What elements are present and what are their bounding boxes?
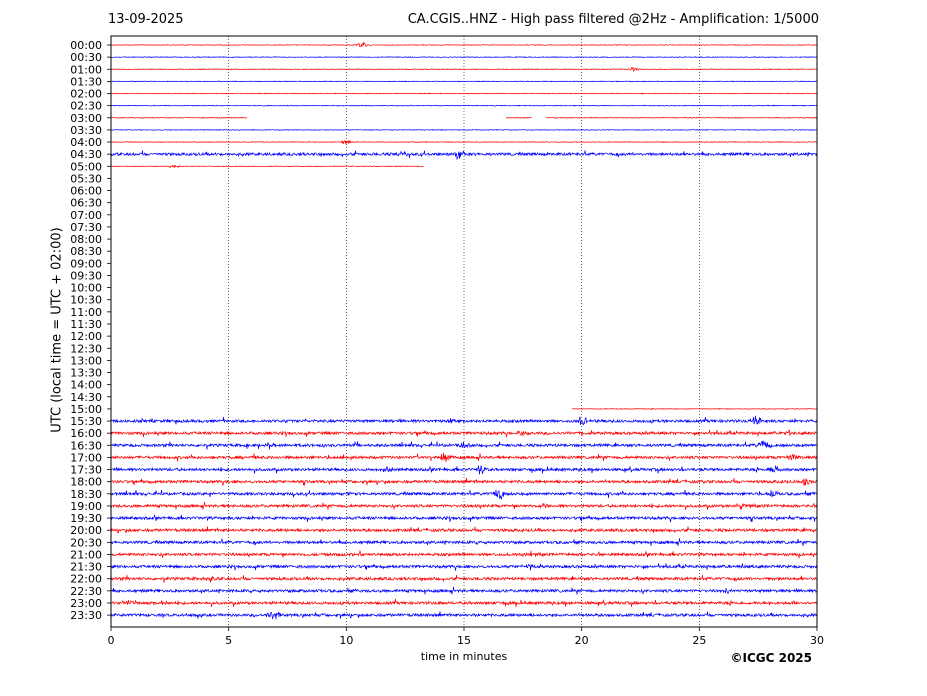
trace-0300-0 — [110, 116, 248, 119]
copyright-label: ©ICGC 2025 — [730, 651, 812, 665]
trace-0130-0 — [110, 80, 818, 83]
y-tick-label-0130: 01:30 — [70, 75, 102, 88]
y-tick-label-0400: 04:00 — [70, 136, 102, 149]
x-tick-label-15: 15 — [457, 634, 471, 647]
y-axis-label: UTC (local time = UTC + 02:00) — [49, 227, 65, 433]
y-tick-label-1430: 14:30 — [70, 391, 102, 404]
x-tick-label-25: 25 — [692, 634, 706, 647]
trace-0030-0 — [110, 56, 818, 59]
y-tick-label-0000: 00:00 — [70, 39, 102, 52]
trace-0000-0 — [110, 41, 818, 47]
x-tick-label-5: 5 — [225, 634, 232, 647]
trace-1500-0 — [571, 407, 817, 410]
trace-2330-0 — [110, 611, 818, 620]
y-tick-label-2200: 22:00 — [70, 573, 102, 586]
trace-0100-0 — [110, 66, 818, 72]
trace-1930-0 — [110, 514, 818, 523]
y-tick-label-0800: 08:00 — [70, 233, 102, 246]
y-tick-label-1100: 11:00 — [70, 306, 102, 319]
x-tick-label-0: 0 — [108, 634, 115, 647]
y-tick-label-0930: 09:30 — [70, 269, 102, 282]
y-tick-label-1830: 18:30 — [70, 488, 102, 501]
trace-0430-0 — [110, 150, 818, 161]
trace-2030-0 — [110, 538, 818, 547]
y-tick-label-1930: 19:30 — [70, 512, 102, 525]
y-tick-label-2330: 23:30 — [70, 609, 102, 622]
trace-1900-0 — [110, 501, 818, 511]
y-tick-label-1700: 17:00 — [70, 451, 102, 464]
y-tick-label-0730: 07:30 — [70, 221, 102, 234]
y-tick-label-1530: 15:30 — [70, 415, 102, 428]
trace-2200-0 — [110, 574, 818, 583]
y-tick-label-1330: 13:30 — [70, 367, 102, 380]
y-tick-label-2000: 20:00 — [70, 524, 102, 537]
trace-1630-0 — [110, 440, 818, 450]
trace-0400-0 — [110, 139, 818, 145]
y-tick-label-1230: 12:30 — [70, 342, 102, 355]
y-tick-label-1730: 17:30 — [70, 464, 102, 477]
y-tick-label-0830: 08:30 — [70, 245, 102, 258]
y-tick-label-0600: 06:00 — [70, 185, 102, 198]
trace-0330-0 — [110, 129, 818, 131]
trace-1700-0 — [110, 452, 818, 463]
y-tick-label-2230: 22:30 — [70, 585, 102, 598]
y-tick-label-1500: 15:00 — [70, 403, 102, 416]
y-tick-label-1200: 12:00 — [70, 330, 102, 343]
y-tick-label-0100: 01:00 — [70, 63, 102, 76]
trace-1830-0 — [110, 489, 818, 500]
chart-title: CA.CGIS..HNZ - High pass filtered @2Hz -… — [407, 12, 819, 27]
trace-2130-0 — [110, 563, 818, 571]
date-label: 13-09-2025 — [108, 12, 184, 27]
trace-0300-1 — [506, 116, 532, 119]
y-tick-label-0200: 02:00 — [70, 88, 102, 101]
trace-1730-0 — [110, 465, 817, 475]
trace-2000-0 — [110, 526, 818, 534]
trace-0500-0 — [110, 164, 424, 169]
y-tick-label-1800: 18:00 — [70, 476, 102, 489]
trace-0200-0 — [110, 92, 818, 95]
y-tick-label-0430: 04:30 — [70, 148, 102, 161]
trace-2230-0 — [110, 586, 818, 595]
y-tick-label-1130: 11:30 — [70, 318, 102, 331]
y-tick-label-2100: 21:00 — [70, 548, 102, 561]
y-tick-label-2030: 20:30 — [70, 536, 102, 549]
y-tick-label-0030: 00:30 — [70, 51, 102, 64]
y-tick-label-2300: 23:00 — [70, 597, 102, 610]
x-axis-label: time in minutes — [420, 650, 508, 663]
trace-1800-0 — [110, 477, 818, 486]
x-tick-label-20: 20 — [575, 634, 589, 647]
x-tick-label-10: 10 — [339, 634, 353, 647]
trace-1600-0 — [110, 429, 818, 438]
trace-2100-0 — [110, 550, 818, 559]
y-tick-label-1030: 10:30 — [70, 294, 102, 307]
y-tick-label-1000: 10:00 — [70, 282, 102, 295]
y-tick-label-0530: 05:30 — [70, 172, 102, 185]
y-tick-label-0900: 09:00 — [70, 257, 102, 270]
x-tick-label-30: 30 — [810, 634, 824, 647]
y-tick-label-1600: 16:00 — [70, 427, 102, 440]
y-tick-label-0500: 05:00 — [70, 160, 102, 173]
y-tick-label-0700: 07:00 — [70, 209, 102, 222]
plot-frame — [110, 35, 818, 628]
y-tick-label-1630: 16:30 — [70, 439, 102, 452]
trace-0230-0 — [110, 104, 818, 107]
trace-1530-0 — [110, 415, 818, 426]
y-tick-label-0300: 03:00 — [70, 112, 102, 125]
y-tick-label-2130: 21:30 — [70, 561, 102, 574]
y-tick-label-0630: 06:30 — [70, 197, 102, 210]
y-tick-label-0330: 03:30 — [70, 124, 102, 137]
trace-0300-2 — [546, 116, 818, 119]
y-tick-label-1400: 14:00 — [70, 379, 102, 392]
trace-2300-0 — [110, 598, 818, 608]
y-tick-label-1300: 13:00 — [70, 354, 102, 367]
y-tick-label-1900: 19:00 — [70, 500, 102, 513]
y-tick-label-0230: 02:30 — [70, 100, 102, 113]
